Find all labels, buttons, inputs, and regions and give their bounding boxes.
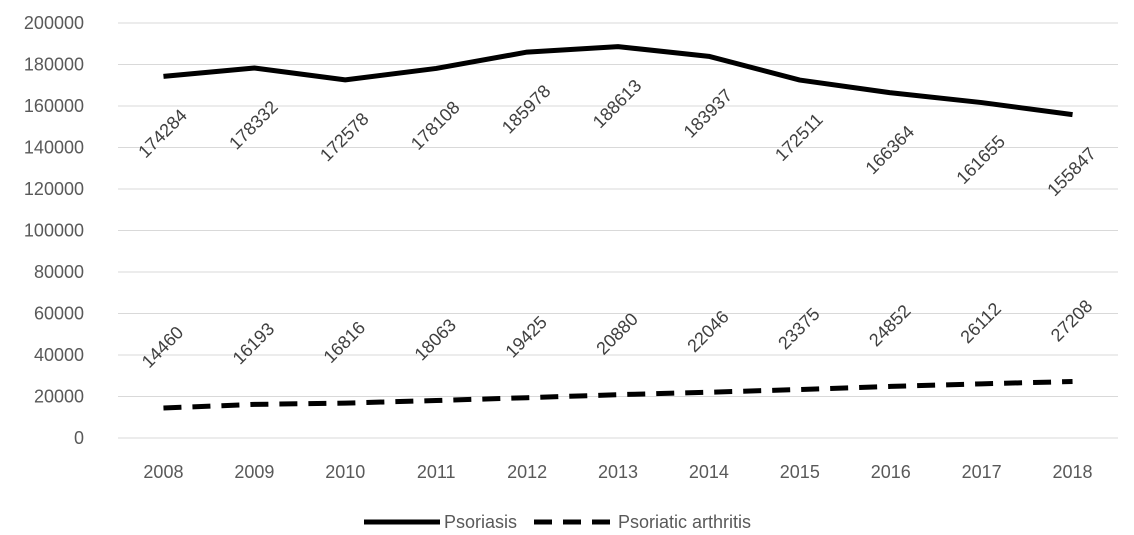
psoriatic-arthritis-data-label: 20880 (592, 309, 642, 359)
y-tick-label: 40000 (34, 345, 84, 365)
psoriasis-data-label: 174284 (134, 105, 191, 162)
psoriatic-arthritis-data-label: 22046 (683, 307, 733, 357)
psoriatic-arthritis-data-label: 19425 (501, 312, 551, 362)
legend: Psoriasis Psoriatic arthritis (364, 512, 751, 532)
legend-psoriasis-label: Psoriasis (444, 512, 517, 532)
psoriasis-data-label: 172578 (316, 109, 373, 166)
y-tick-label: 60000 (34, 304, 84, 324)
psoriatic-arthritis-data-label: 18063 (411, 315, 461, 365)
y-tick-label: 80000 (34, 262, 84, 282)
psoriasis-line (163, 44, 1073, 118)
psoriasis-data-label: 155847 (1043, 143, 1100, 200)
psoriasis-data-label: 185978 (498, 81, 555, 138)
psoriatic-arthritis-data-label: 27208 (1047, 296, 1097, 346)
x-tick-label: 2009 (234, 462, 274, 482)
x-tick-label: 2011 (417, 462, 456, 482)
x-tick-label: 2013 (598, 462, 638, 482)
gridlines (118, 22, 1118, 439)
psoriasis-data-label: 166364 (862, 122, 919, 179)
psoriatic-arthritis-data-label: 24852 (865, 301, 915, 351)
psoriasis-data-label: 178332 (225, 97, 282, 154)
y-axis-tick-labels: 0 20000 40000 60000 80000 100000 120000 140000 1… (24, 13, 84, 448)
psoriatic-arthritis-line (163, 379, 1073, 411)
y-tick-label: 20000 (34, 387, 84, 407)
x-tick-label: 2008 (143, 462, 183, 482)
psoriasis-data-label: 183937 (680, 85, 737, 142)
x-tick-label: 2012 (507, 462, 547, 482)
x-tick-label: 2014 (689, 462, 729, 482)
x-axis-tick-labels: 2008 2009 2010 2011 2012 2013 2014 2015 2016 2017… (143, 462, 1092, 482)
x-tick-label: 2015 (780, 462, 820, 482)
y-tick-label: 120000 (24, 179, 84, 199)
y-tick-label: 100000 (24, 221, 84, 241)
y-tick-label: 160000 (24, 96, 84, 116)
psoriatic-arthritis-data-label: 26112 (956, 299, 1005, 348)
psoriatic-arthritis-data-label: 23375 (774, 304, 824, 354)
psoriasis-data-label: 172511 (771, 109, 827, 165)
y-tick-label: 140000 (24, 138, 84, 158)
psoriatic-arthritis-data-label: 14460 (138, 322, 188, 372)
x-tick-label: 2010 (325, 462, 365, 482)
psoriasis-data-label: 161655 (952, 131, 1009, 188)
x-tick-label: 2017 (962, 462, 1002, 482)
data-labels: 174284 178332 172578 178108 185978 188613 1839… (134, 75, 1100, 371)
y-tick-label: 0 (74, 428, 84, 448)
legend-psoriatic-arthritis-label: Psoriatic arthritis (618, 512, 751, 532)
x-tick-label: 2016 (871, 462, 911, 482)
psoriatic-arthritis-data-label: 16193 (229, 319, 279, 369)
x-tick-label: 2018 (1053, 462, 1093, 482)
psoriatic-arthritis-data-label: 16816 (320, 317, 370, 367)
y-tick-label: 180000 (24, 55, 84, 75)
y-tick-label: 200000 (24, 13, 84, 33)
series-lines (163, 44, 1073, 411)
psoriasis-data-label: 188613 (589, 75, 646, 132)
